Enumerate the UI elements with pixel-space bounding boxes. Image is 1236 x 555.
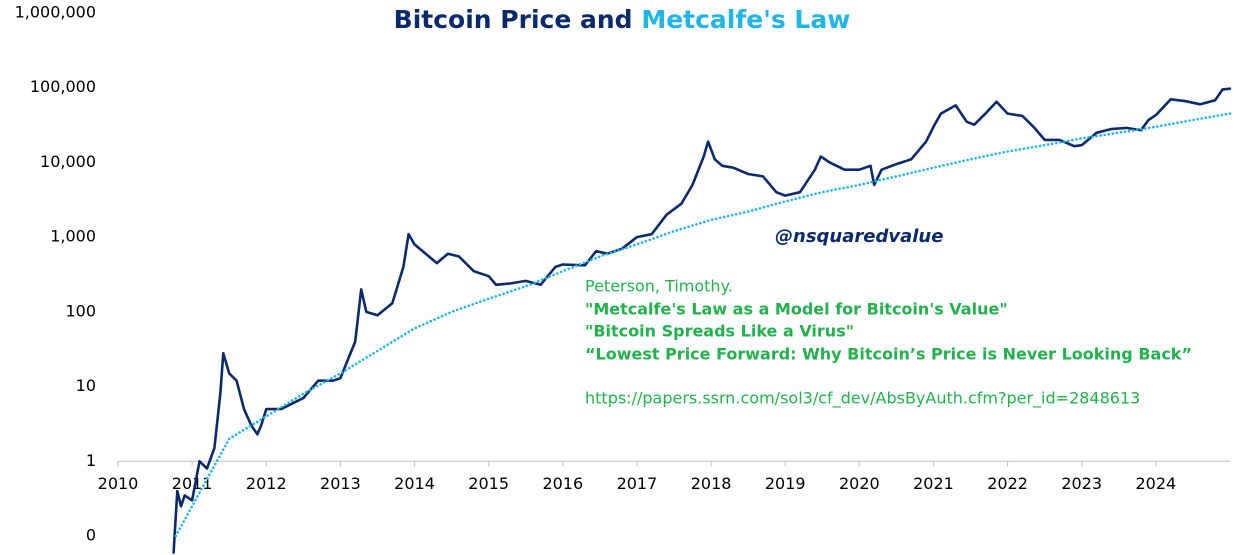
chart-title: Bitcoin Price and Metcalfe's Law — [394, 5, 851, 34]
y-tick-label: 10 — [76, 376, 96, 395]
y-tick-label: 1,000 — [50, 227, 96, 246]
x-tick-label: 2020 — [839, 474, 880, 493]
x-tick-label: 2014 — [394, 474, 435, 493]
title-part: Bitcoin Price — [394, 5, 572, 34]
x-tick-label: 2023 — [1061, 474, 1102, 493]
annotation: @nsquaredvalue — [775, 226, 943, 247]
x-tick-label: 2013 — [320, 474, 361, 493]
y-tick-label: 0 — [86, 526, 96, 545]
y-tick-label: 100,000 — [30, 77, 96, 96]
x-tick-label: 2021 — [913, 474, 954, 493]
x-tick-label: 2024 — [1136, 474, 1177, 493]
x-tick-label: 2011 — [172, 474, 213, 493]
x-tick-label: 2018 — [691, 474, 732, 493]
price-line — [172, 87, 1232, 554]
title-part: Metcalfe's Law — [641, 5, 850, 34]
x-tick-label: 2022 — [987, 474, 1028, 493]
title-part: and — [580, 5, 633, 34]
x-tick-label: 2016 — [542, 474, 583, 493]
x-tick-label: 2012 — [246, 474, 287, 493]
annotation: Peterson, Timothy. — [585, 277, 733, 296]
annotation: https://papers.ssrn.com/sol3/cf_dev/AbsB… — [585, 389, 1140, 409]
annotation: “Lowest Price Forward: Why Bitcoin’s Pri… — [585, 345, 1192, 364]
x-tick-label: 2015 — [468, 474, 509, 493]
x-tick-label: 2017 — [617, 474, 658, 493]
annotation: "Metcalfe's Law as a Model for Bitcoin's… — [585, 300, 1008, 319]
x-tick-label: 2010 — [98, 474, 139, 493]
y-tick-label: 1 — [86, 451, 96, 470]
metcalfe-line — [174, 112, 1232, 538]
y-tick-label: 1,000,000 — [15, 3, 96, 22]
x-tick-label: 2019 — [765, 474, 806, 493]
y-tick-label: 10,000 — [40, 152, 96, 171]
annotation: "Bitcoin Spreads Like a Virus" — [585, 322, 854, 341]
y-tick-label: 100 — [65, 301, 96, 320]
